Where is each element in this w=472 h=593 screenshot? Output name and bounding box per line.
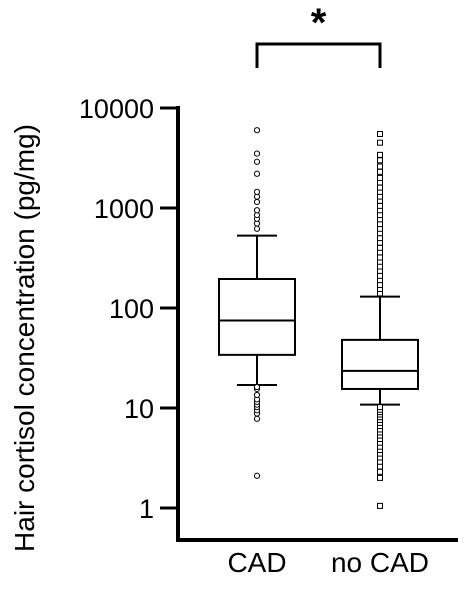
outlier-point	[253, 207, 261, 214]
iqr-box	[341, 338, 419, 390]
box-group	[341, 130, 419, 509]
outlier-point	[377, 221, 383, 228]
outlier-point	[377, 202, 383, 209]
outlier-point	[253, 188, 261, 195]
outlier-point	[253, 472, 261, 479]
outlier-point	[253, 415, 261, 422]
outlier-point	[377, 254, 383, 261]
y-tick-label: 10000	[79, 94, 154, 124]
outlier-point	[377, 474, 383, 481]
outlier-point	[377, 468, 383, 475]
outlier-point	[377, 235, 383, 242]
outlier-point	[377, 244, 383, 251]
axes: 1 10 100 1000 10000 CAD no CAD	[79, 94, 458, 578]
outlier-point	[377, 139, 383, 146]
chart-marks	[218, 127, 419, 509]
box-group	[218, 127, 296, 479]
outlier-point	[377, 168, 383, 175]
y-tick-label: 1	[139, 494, 154, 524]
outlier-point	[253, 383, 261, 391]
outlier-point	[377, 404, 383, 411]
outlier-point	[377, 174, 383, 181]
outlier-point	[253, 391, 261, 399]
outlier-point	[377, 151, 383, 158]
outlier-point	[253, 158, 261, 165]
significance-label: *	[311, 1, 327, 45]
y-tick-label: 10	[124, 394, 154, 424]
x-category-label: CAD	[227, 547, 286, 578]
bracket-line	[255, 42, 382, 68]
y-tick-label: 1000	[94, 194, 154, 224]
y-tick-label: 100	[109, 294, 154, 324]
outlier-point	[377, 281, 383, 288]
outlier-point	[377, 212, 383, 219]
outlier-point	[377, 184, 383, 191]
outlier-point	[253, 127, 261, 134]
outlier-point	[377, 157, 383, 164]
outlier-point	[253, 198, 261, 206]
outlier-point	[377, 130, 383, 137]
x-category-label: no CAD	[331, 547, 429, 578]
iqr-box	[218, 277, 296, 356]
outlier-point	[377, 272, 383, 279]
outlier-point	[253, 170, 261, 177]
outlier-point	[253, 225, 261, 232]
significance-bracket: *	[255, 1, 382, 68]
outlier-point	[377, 502, 383, 509]
outlier-point	[377, 163, 383, 170]
y-axis-title: Hair cortisol concentration (pg/mg)	[9, 124, 40, 552]
outlier-point	[253, 150, 261, 157]
